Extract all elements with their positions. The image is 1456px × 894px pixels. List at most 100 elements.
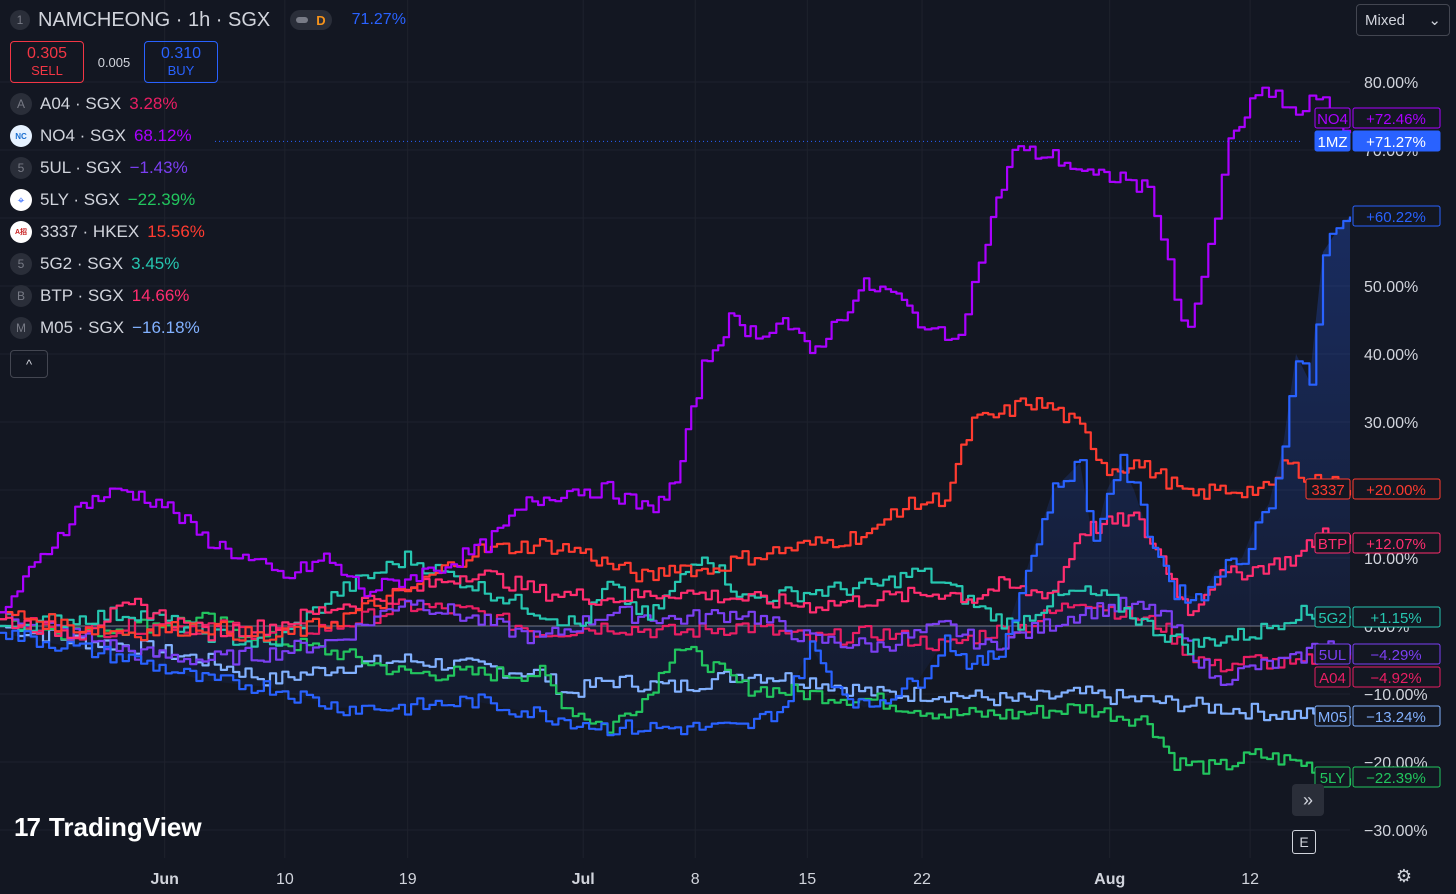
compare-symbol-name: 5G2 · SGX (40, 254, 124, 273)
end-label-name: M05 (1318, 709, 1347, 726)
sell-price: 0.305 (26, 45, 68, 62)
y-tick-label: −10.00% (1364, 687, 1428, 704)
x-tick-label: 12 (1241, 871, 1259, 888)
collapse-dash-icon (296, 17, 309, 23)
end-label-name: 5UL (1319, 647, 1347, 664)
main-symbol-title[interactable]: NAMCHEONG · 1h · SGX (38, 8, 271, 31)
symbol-letter-icon: 5 (10, 157, 32, 179)
end-label-name: 1MZ (1318, 134, 1348, 151)
series-line-1MZ[interactable] (0, 216, 1352, 737)
double-chevron-right-icon: » (1302, 789, 1313, 810)
end-label-name-box (1305, 478, 1351, 500)
compare-row[interactable]: 5 5UL · SGX −1.43% (10, 152, 406, 184)
end-label-NO4: NO4 +72.46% (1314, 107, 1441, 129)
x-tick-label: Aug (1094, 871, 1125, 888)
compare-symbol-change: 68.12% (133, 126, 192, 145)
compare-symbol-name: 3337 · HKEX (40, 222, 140, 241)
main-symbol-row[interactable]: 1 NAMCHEONG · 1h · SGX D 71.27% (10, 6, 406, 34)
series-line-NO4[interactable] (0, 86, 1352, 614)
end-label-name: NO4 (1317, 111, 1348, 128)
symbol-letter-icon: M (10, 317, 32, 339)
collapse-legend-button[interactable]: ^ (10, 350, 48, 378)
series-line-5G2[interactable] (0, 550, 1352, 656)
tradingview-logo-text: TradingView (48, 812, 202, 842)
compare-symbol-name: NO4 · SGX (40, 126, 126, 145)
trade-buttons: 0.305 SELL 0.005 0.310 BUY (10, 40, 406, 84)
end-label-value: +1.15% (1370, 610, 1421, 627)
scale-mode-dropdown[interactable]: Mixed ⌄ (1356, 4, 1450, 36)
x-tick-label: Jun (150, 871, 178, 888)
scroll-to-realtime-button[interactable]: » (1292, 784, 1324, 816)
end-label-value-box (1352, 478, 1441, 500)
end-label-value: −13.24% (1366, 709, 1426, 726)
end-label-value-box (1352, 606, 1441, 628)
x-tick-label: 10 (276, 871, 294, 888)
series-line-BTP[interactable] (0, 511, 1352, 642)
end-label-name-box (1314, 705, 1351, 727)
events-button[interactable]: E (1292, 830, 1316, 854)
end-label-value: +12.07% (1366, 536, 1426, 553)
y-tick-label: 40.00% (1364, 347, 1418, 364)
end-label-main-close: +60.22% (1352, 205, 1441, 227)
compare-row[interactable]: B BTP · SGX 14.66% (10, 280, 406, 312)
y-tick-label: 10.00% (1364, 551, 1418, 568)
compare-row[interactable]: NC NO4 · SGX 68.12% (10, 120, 406, 152)
buy-label: BUY (167, 63, 195, 78)
end-label-name: BTP (1318, 536, 1347, 553)
compare-symbol-change: −16.18% (132, 318, 200, 337)
symbol-letter-icon: A (10, 93, 32, 115)
end-label-name-box (1314, 107, 1351, 129)
y-tick-label: 80.00% (1364, 75, 1418, 92)
end-label-value-box (1352, 643, 1441, 665)
end-label-A04: A04 −4.92% (1314, 666, 1441, 688)
tradingview-logo-icon: 17 (14, 812, 41, 842)
x-tick-label: 19 (399, 871, 417, 888)
compare-row[interactable]: A招 3337 · HKEX 15.56% (10, 216, 406, 248)
end-label-name-box (1314, 666, 1351, 688)
compare-symbol-name: 5UL · SGX (40, 158, 122, 177)
tradingview-logo: 17 TradingView (14, 812, 202, 843)
compare-row[interactable]: 5 5G2 · SGX 3.45% (10, 248, 406, 280)
legend: 1 NAMCHEONG · 1h · SGX D 71.27% 0.305 SE… (10, 6, 406, 378)
chevron-down-icon: ⌄ (1428, 12, 1441, 29)
end-label-value-box (1352, 766, 1441, 788)
series-line-5UL[interactable] (0, 596, 1352, 686)
sell-button[interactable]: 0.305 SELL (10, 41, 84, 83)
sell-label: SELL (31, 63, 63, 78)
compare-row[interactable]: A A04 · SGX 3.28% (10, 88, 406, 120)
symbol-index-badge: 1 (10, 10, 30, 30)
buy-button[interactable]: 0.310 BUY (144, 41, 218, 83)
end-label-value-box (1352, 705, 1441, 727)
chevron-up-icon: ^ (25, 356, 33, 372)
end-label-value-box (1352, 130, 1441, 152)
end-label-value: −4.29% (1370, 647, 1421, 664)
end-label-value: −4.92% (1370, 670, 1421, 687)
end-label-value: +60.22% (1366, 209, 1426, 226)
interval-pill[interactable]: D (290, 10, 332, 30)
end-label-value: +72.46% (1366, 111, 1426, 128)
series-line-3337[interactable] (0, 397, 1352, 642)
series-line-M05[interactable] (0, 624, 1352, 722)
scale-mode-value: Mixed (1365, 11, 1406, 29)
compare-row[interactable]: ⌖ 5LY · SGX −22.39% (10, 184, 406, 216)
series-line-5LY[interactable] (0, 611, 1352, 786)
y-tick-label: 30.00% (1364, 415, 1418, 432)
end-label-name-box (1314, 606, 1351, 628)
symbol-letter-icon: B (10, 285, 32, 307)
interval-badge: D (316, 12, 326, 28)
end-label-BTP: BTP +12.07% (1314, 532, 1441, 554)
end-label-name: 5G2 (1318, 610, 1346, 627)
compare-row[interactable]: M M05 · SGX −16.18% (10, 312, 406, 344)
y-tick-label: 50.00% (1364, 279, 1418, 296)
company-logo-icon: NC (10, 125, 32, 147)
chart-settings-button[interactable]: ⚙ (1392, 864, 1416, 888)
end-label-name-box (1314, 766, 1351, 788)
x-tick-label: Jul (572, 871, 595, 888)
end-label-value-box (1352, 107, 1441, 129)
x-tick-label: 22 (913, 871, 931, 888)
gear-icon: ⚙ (1395, 865, 1413, 886)
main-series-area (0, 216, 1350, 728)
main-symbol-change: 71.27% (351, 11, 406, 28)
end-label-value-box (1352, 666, 1441, 688)
